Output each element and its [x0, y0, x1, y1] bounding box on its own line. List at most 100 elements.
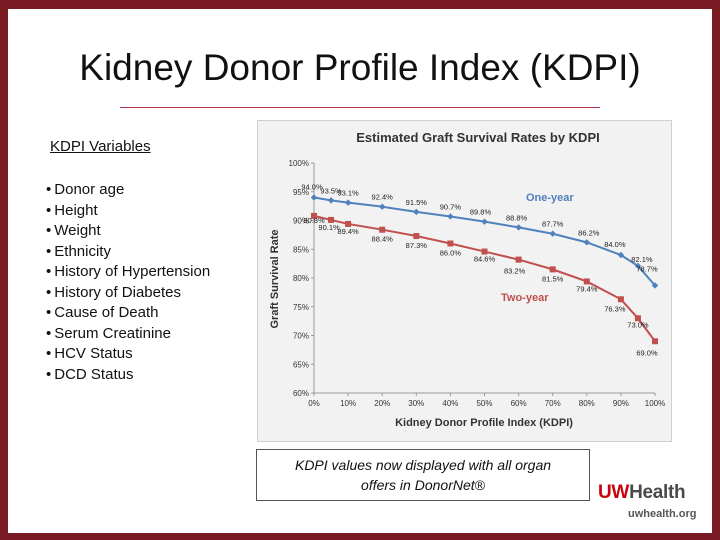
one-year-data-label: 94.0% — [301, 183, 323, 192]
x-tick-label: 40% — [442, 399, 458, 408]
variable-item: Weight — [46, 221, 210, 242]
y-tick-label: 65% — [293, 360, 309, 369]
logo-uw: UW — [598, 482, 630, 503]
one-year-point — [583, 239, 590, 246]
caption-text: KDPI values now displayed with all organ… — [294, 457, 552, 493]
two-year-data-label: 87.3% — [406, 241, 428, 250]
x-tick-label: 30% — [408, 399, 424, 408]
two-year-data-label: 79.4% — [576, 284, 598, 293]
x-axis-label: Kidney Donor Profile Index (KDPI) — [395, 417, 573, 429]
one-year-point — [617, 251, 625, 259]
one-year-data-label: 84.0% — [604, 240, 626, 249]
one-year-data-label: 90.7% — [440, 202, 462, 211]
variable-item: History of Hypertension — [46, 262, 210, 283]
y-tick-label: 85% — [293, 245, 309, 254]
y-tick-label: 70% — [293, 332, 309, 341]
one-year-data-label: 82.1% — [631, 255, 653, 264]
two-year-point — [379, 226, 386, 233]
chart-canvas: Estimated Graft Survival Rates by KDPI G… — [269, 130, 665, 429]
two-year-point — [328, 216, 335, 223]
y-tick-label: 75% — [293, 303, 309, 312]
y-tick-label: 60% — [293, 389, 309, 398]
x-tick-label: 10% — [340, 399, 356, 408]
y-tick-label: 90% — [293, 217, 309, 226]
two-year-data-label: 69.0% — [636, 348, 658, 357]
two-year-line — [313, 214, 656, 342]
y-tick-label: 100% — [289, 159, 309, 168]
page-title: Kidney Donor Profile Index (KDPI) — [79, 47, 641, 88]
x-tick-label: 70% — [545, 399, 561, 408]
caption-box: KDPI values now displayed with all organ… — [256, 449, 590, 501]
two-year-data-label: 89.4% — [337, 227, 359, 236]
variable-item: Height — [46, 201, 210, 222]
one-year-point — [413, 208, 420, 216]
legend-two-year: Two-year — [501, 292, 549, 304]
two-year-point — [652, 338, 658, 345]
x-tick-label: 80% — [579, 399, 595, 408]
one-year-data-label: 93.1% — [337, 189, 359, 198]
legend-one-year: One-year — [526, 192, 574, 204]
two-year-point — [515, 256, 522, 263]
title-divider — [120, 107, 600, 108]
one-year-point — [651, 282, 659, 289]
x-tick-label: 90% — [613, 399, 629, 408]
one-year-point — [379, 203, 386, 210]
one-year-point — [549, 230, 556, 237]
one-year-data-label: 88.8% — [506, 213, 528, 222]
one-year-data-label: 91.5% — [406, 198, 428, 207]
variable-item: DCD Status — [46, 365, 210, 386]
one-year-data-label: 86.2% — [578, 228, 600, 237]
two-year-point — [311, 212, 317, 219]
y-tick-label: 80% — [293, 274, 309, 283]
x-tick-label: 100% — [645, 399, 665, 408]
one-year-data-label: 78.7% — [636, 264, 658, 273]
y-axis-label: Graft Survival Rate — [269, 229, 281, 328]
two-year-point — [634, 315, 641, 322]
two-year-data-label: 90.1% — [318, 223, 340, 232]
logo-wordmark: UWHealth — [598, 482, 686, 504]
two-year-point — [345, 220, 352, 227]
one-year-data-label: 89.8% — [470, 208, 492, 217]
one-year-data-label: 93.5% — [320, 186, 342, 195]
variables-heading: KDPI Variables — [50, 138, 151, 155]
logo-url: uwhealth.org — [628, 508, 697, 520]
one-year-data-label: 92.4% — [372, 193, 394, 202]
two-year-point — [481, 248, 488, 255]
variable-item: Donor age — [46, 180, 210, 201]
one-year-point — [515, 224, 522, 231]
two-year-point — [617, 296, 624, 303]
one-year-point — [447, 213, 454, 220]
x-tick-label: 0% — [308, 399, 320, 408]
one-year-point — [481, 218, 488, 225]
two-year-data-label: 88.4% — [372, 235, 394, 244]
two-year-data-label: 86.0% — [440, 249, 462, 258]
chart-title: Estimated Graft Survival Rates by KDPI — [356, 130, 599, 145]
two-year-data-label: 83.2% — [504, 267, 526, 276]
x-tick-label: 60% — [511, 399, 527, 408]
variable-item: Ethnicity — [46, 242, 210, 263]
two-year-data-label: 84.6% — [474, 255, 496, 264]
one-year-point — [310, 194, 318, 201]
two-year-point — [549, 266, 556, 273]
variables-list: Donor age Height Weight Ethnicity Histor… — [46, 180, 210, 385]
two-year-point — [583, 278, 590, 285]
one-year-point — [344, 199, 352, 206]
logo-health: Health — [629, 482, 686, 503]
x-tick-label: 20% — [374, 399, 390, 408]
y-tick-label: 95% — [293, 188, 309, 197]
variable-item: HCV Status — [46, 344, 210, 365]
x-tick-label: 50% — [476, 399, 492, 408]
two-year-point — [447, 240, 454, 247]
uwhealth-logo: UWHealth uwhealth.org — [598, 482, 703, 527]
two-year-data-label: 73.0% — [627, 320, 649, 329]
graft-survival-chart: Estimated Graft Survival Rates by KDPI G… — [257, 120, 672, 442]
two-year-data-label: 76.3% — [604, 304, 626, 313]
one-year-point — [327, 197, 335, 204]
variable-item: Cause of Death — [46, 303, 210, 324]
variable-item: History of Diabetes — [46, 283, 210, 304]
two-year-data-label: 81.5% — [542, 274, 564, 283]
variable-item: Serum Creatinine — [46, 324, 210, 345]
one-year-data-label: 87.7% — [542, 220, 564, 229]
two-year-point — [413, 233, 420, 240]
two-year-data-label: 90.8% — [303, 216, 325, 225]
